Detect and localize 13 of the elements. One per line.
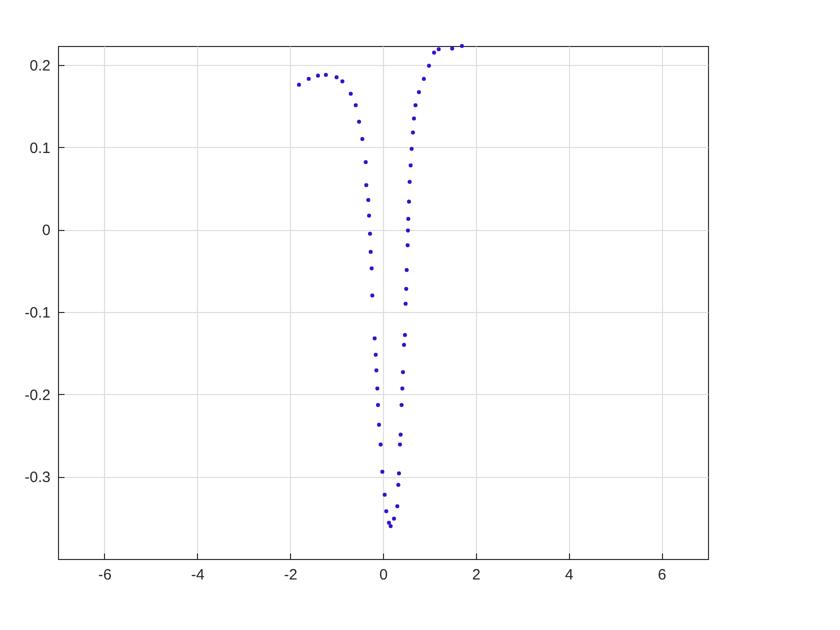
x-tick-label: 6 [658, 566, 666, 584]
y-tick-label: -0.3 [24, 469, 50, 486]
x-tick-label: 0 [379, 566, 388, 584]
x-tick-label: 2 [472, 566, 481, 584]
y-tick-label: 0.1 [30, 140, 50, 157]
x-tick-label: 4 [565, 566, 574, 584]
y-tick-label: -0.2 [24, 386, 50, 404]
x-tick-label: -4 [191, 566, 204, 584]
y-tick-label: 0.2 [30, 57, 50, 74]
y-tick-label: -0.1 [24, 304, 50, 322]
x-tick-label: -6 [98, 566, 112, 584]
x-tick-label: -2 [284, 566, 298, 584]
y-tick-label: 0 [42, 222, 50, 240]
